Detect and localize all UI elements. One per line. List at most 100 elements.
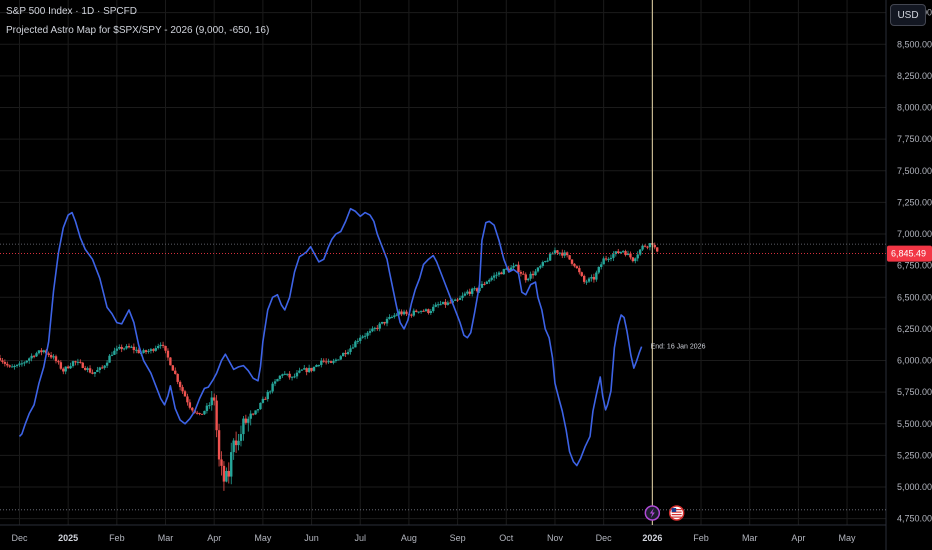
candle-body bbox=[634, 258, 637, 262]
candle-body bbox=[225, 470, 228, 482]
candle-body bbox=[276, 379, 279, 382]
candle-body bbox=[208, 405, 211, 407]
candle-body bbox=[402, 311, 406, 315]
candle-body bbox=[453, 299, 457, 301]
candle-body bbox=[312, 366, 316, 371]
candle-body bbox=[580, 272, 583, 276]
candle-body bbox=[397, 311, 401, 315]
candle-body bbox=[541, 262, 544, 266]
y-tick-label: 5,500.00 bbox=[897, 419, 932, 429]
candle-body bbox=[154, 348, 157, 351]
y-tick-label: 5,000.00 bbox=[897, 482, 932, 492]
candle-body bbox=[86, 368, 89, 370]
candle-body bbox=[195, 412, 199, 414]
candle-body bbox=[427, 309, 430, 314]
candle-body bbox=[626, 253, 630, 256]
candle-body bbox=[15, 364, 19, 366]
candle-body bbox=[568, 255, 571, 260]
candle-body bbox=[25, 360, 28, 363]
candle-body bbox=[434, 304, 437, 307]
candle-body bbox=[575, 266, 579, 269]
candle-body bbox=[410, 314, 413, 316]
candle-body bbox=[604, 258, 608, 260]
candle-body bbox=[23, 362, 26, 364]
candle-body bbox=[181, 387, 184, 392]
candle-body bbox=[388, 317, 391, 319]
candle-body bbox=[0, 358, 2, 361]
candle-body bbox=[222, 465, 226, 482]
candle-body bbox=[264, 398, 267, 400]
candle-body bbox=[125, 346, 128, 349]
candle-body bbox=[303, 368, 306, 370]
candle-body bbox=[483, 283, 486, 285]
candle-body bbox=[174, 370, 177, 374]
candle-body bbox=[69, 366, 72, 369]
candle-body bbox=[395, 314, 398, 316]
candle-body bbox=[517, 264, 520, 272]
candle-body bbox=[37, 350, 41, 354]
candle-body bbox=[346, 351, 350, 355]
candle-body bbox=[436, 304, 440, 306]
candle-body bbox=[522, 273, 525, 275]
candle-body bbox=[422, 310, 425, 312]
candle-body bbox=[81, 362, 84, 368]
candle-body bbox=[412, 310, 415, 316]
candle-body bbox=[653, 244, 656, 248]
candle-body bbox=[380, 321, 384, 324]
candle-body bbox=[366, 332, 369, 336]
candle-body bbox=[617, 251, 620, 254]
candle-body bbox=[332, 361, 335, 363]
candle-body bbox=[88, 368, 92, 373]
flag-stripe bbox=[671, 511, 682, 513]
candle-body bbox=[266, 391, 269, 400]
candle-body bbox=[439, 304, 442, 306]
x-tick-label: Feb bbox=[693, 533, 709, 543]
candle-body bbox=[3, 361, 7, 364]
candle-body bbox=[142, 350, 145, 353]
x-tick-label: May bbox=[839, 533, 857, 543]
candles-layer bbox=[0, 242, 659, 491]
candle-body bbox=[497, 272, 501, 275]
candle-body bbox=[227, 470, 231, 477]
candle-body bbox=[526, 278, 530, 281]
candle-body bbox=[122, 348, 126, 350]
chart-subtitle: Projected Astro Map for $SPX/SPY - 2026 … bbox=[6, 25, 270, 36]
candle-body bbox=[322, 360, 325, 362]
candle-body bbox=[463, 293, 467, 296]
candle-body bbox=[239, 434, 243, 441]
candle-body bbox=[600, 264, 603, 267]
candle-body bbox=[118, 346, 121, 349]
candle-body bbox=[612, 254, 615, 258]
y-tick-label: 4,750.00 bbox=[897, 514, 932, 524]
candle-body bbox=[259, 402, 262, 410]
lightning-icon[interactable] bbox=[644, 505, 661, 521]
x-tick-label: Oct bbox=[499, 533, 514, 543]
y-tick-label: 6,750.00 bbox=[897, 261, 932, 271]
candle-body bbox=[390, 316, 394, 318]
candle-body bbox=[456, 299, 459, 301]
candle-body bbox=[648, 243, 652, 248]
candle-body bbox=[307, 367, 311, 373]
last-price-tag[interactable] bbox=[887, 245, 932, 262]
candle-body bbox=[582, 275, 586, 282]
candle-body bbox=[115, 348, 119, 351]
us-flag-icon[interactable] bbox=[668, 505, 685, 521]
candle-body bbox=[74, 361, 77, 363]
x-axis[interactable]: Dec 2025 Feb Mar Apr May Jun Jul Aug Sep Oct Nov Dec… bbox=[11, 533, 856, 543]
candle-body bbox=[536, 267, 540, 272]
candle-body bbox=[539, 265, 542, 268]
x-tick-label: Jun bbox=[304, 533, 319, 543]
candle-body bbox=[237, 440, 240, 446]
x-tick-label: Mar bbox=[742, 533, 758, 543]
currency-button[interactable]: USD bbox=[890, 4, 926, 26]
candle-body bbox=[373, 327, 377, 329]
y-tick-label: 5,250.00 bbox=[897, 450, 932, 460]
x-tick-label: Jul bbox=[354, 533, 366, 543]
y-tick-label: 7,750.00 bbox=[897, 134, 932, 144]
candle-body bbox=[178, 381, 182, 388]
candle-body bbox=[57, 361, 60, 363]
candle-body bbox=[166, 350, 170, 358]
candle-body bbox=[30, 355, 33, 359]
